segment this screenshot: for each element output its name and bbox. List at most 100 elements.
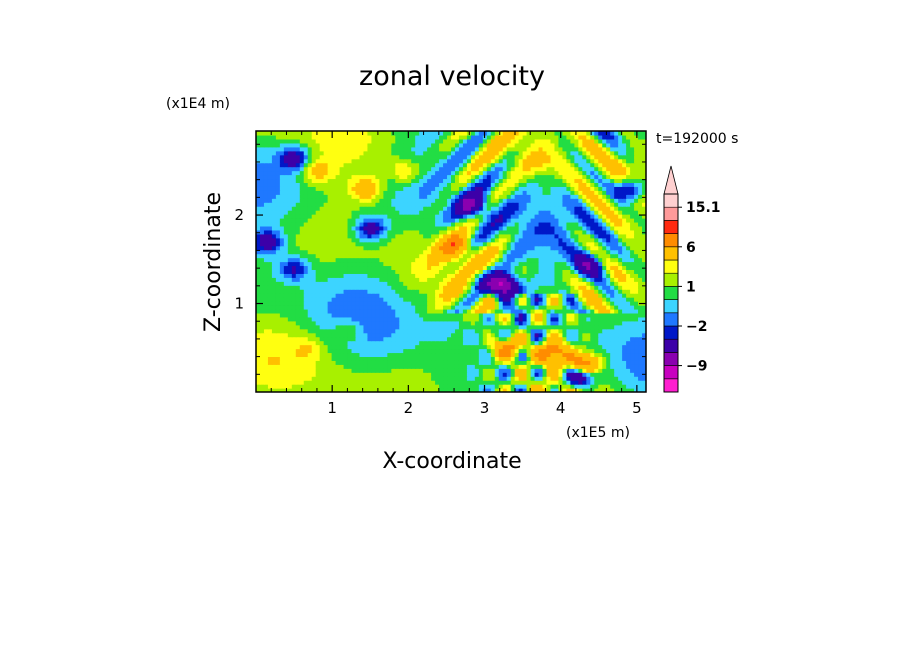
contour-cell [355,352,361,357]
contour-cell [558,245,564,251]
contour-cell [478,190,484,195]
contour-cell [630,293,635,298]
contour-cell [275,273,281,278]
contour-cell [363,305,369,310]
contour-cell [323,368,329,373]
contour-cell [315,241,321,247]
contour-cell [335,229,341,235]
contour-cell [343,384,349,389]
contour-cell [256,380,261,385]
contour-cell [263,305,269,310]
contour-cell [343,368,349,373]
contour-cell [522,336,528,342]
contour-cell [279,273,285,278]
contour-cell [335,206,341,211]
contour-cell [331,297,337,302]
contour-cell [458,198,464,203]
contour-cell [287,245,293,251]
contour-cell [518,360,524,365]
contour-cell [271,308,277,314]
contour-cell [470,229,476,235]
contour-cell [522,376,528,381]
contour-cell [586,388,591,392]
contour-cell [602,249,607,255]
contour-cell [506,336,512,342]
contour-cell [259,352,265,357]
contour-cell [462,214,468,219]
contour-cell [427,198,432,203]
contour-cell [454,336,460,342]
contour-cell [586,261,591,267]
contour-cell [502,344,508,350]
contour-cell [435,253,440,259]
contour-cell [630,312,635,318]
contour-cell [327,348,333,354]
contour-cell [375,253,380,259]
contour-cell [387,261,392,267]
contour-cell [486,269,492,274]
contour-cell [363,368,369,373]
contour-cell [399,202,404,207]
contour-cell [363,221,369,227]
contour-cell [399,364,404,369]
contour-cell [506,233,512,239]
contour-cell [622,241,627,247]
contour-cell [634,277,639,282]
contour-cell [287,198,293,203]
contour-cell [371,340,376,346]
contour-cell [383,285,388,290]
contour-cell [590,241,595,247]
contour-cell [379,261,384,267]
contour-cell [287,352,293,357]
contour-cell [550,249,556,255]
contour-cell [630,340,635,346]
contour-cell [387,194,392,199]
contour-cell [582,233,587,239]
contour-cell [570,261,575,267]
contour-cell [351,257,357,263]
contour-cell [566,194,571,199]
contour-cell [423,218,428,223]
contour-cell [315,364,321,369]
contour-cell [566,237,571,243]
contour-cell [367,312,373,318]
contour-cell [411,324,416,330]
contour-cell [423,316,428,322]
contour-cell [295,229,301,235]
contour-cell [275,324,281,330]
contour-cell [514,360,520,365]
contour-cell [470,249,476,255]
contour-cell [295,364,301,369]
contour-cell [319,316,325,322]
contour-cell [347,221,353,227]
contour-cell [458,289,464,294]
contour-cell [451,376,456,381]
contour-cell [554,332,560,338]
contour-cell [423,324,428,330]
contour-cell [439,253,444,259]
contour-cell [514,261,520,267]
contour-cell [319,340,325,346]
contour-cell [518,241,524,247]
contour-cell [371,214,376,219]
contour-cell [542,265,548,270]
contour-cell [275,202,281,207]
contour-cell [554,289,560,294]
contour-cell [602,320,607,326]
contour-cell [383,194,388,199]
contour-cell [311,206,317,211]
contour-cell [256,257,261,263]
contour-cell [498,257,504,263]
contour-cell [407,253,412,259]
contour-cell [395,305,400,310]
contour-cell [574,372,579,377]
contour-cell [642,332,646,338]
contour-cell [447,308,452,314]
contour-cell [323,332,329,338]
contour-cell [530,221,536,227]
contour-cell [407,360,412,365]
contour-cell [427,312,432,318]
contour-cell [458,324,464,330]
contour-cell [415,210,420,215]
contour-cell [347,202,353,207]
